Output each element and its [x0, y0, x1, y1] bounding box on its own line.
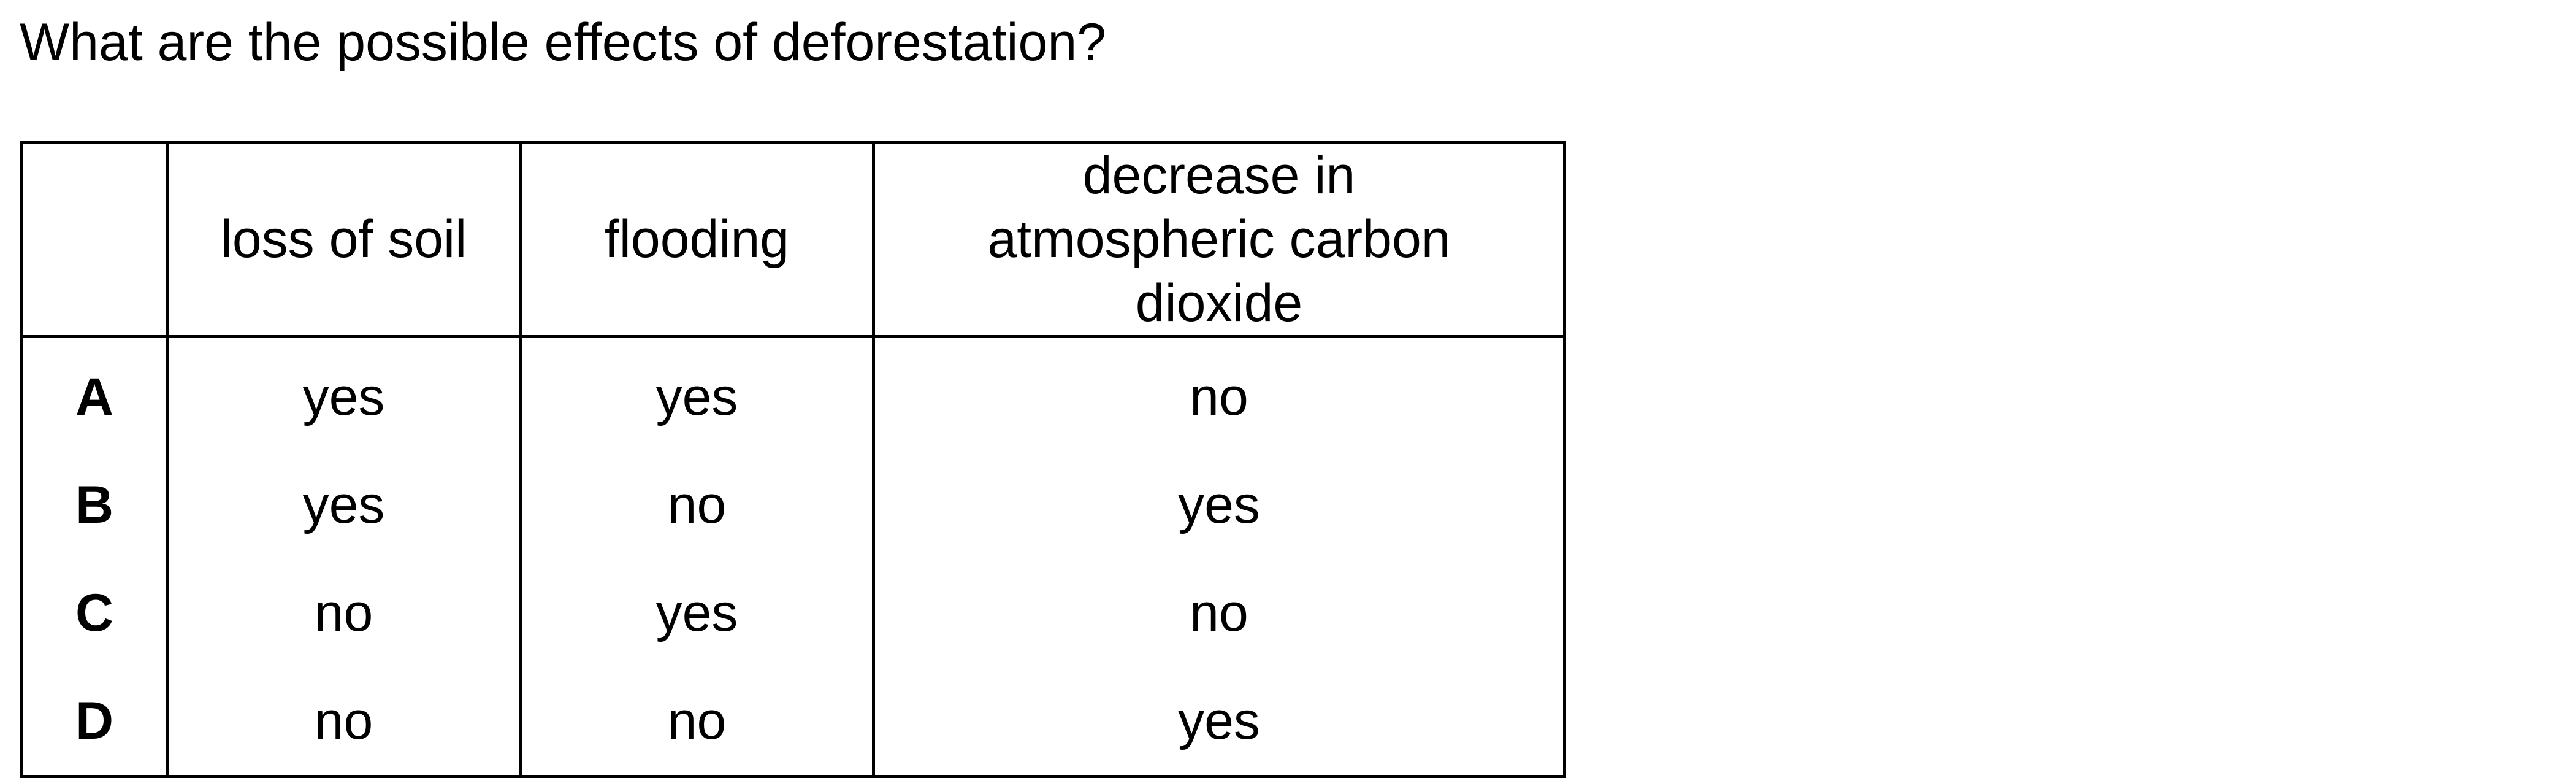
- option-letter: A: [20, 336, 169, 451]
- table-row: B yes no yes: [20, 451, 1566, 559]
- table-row: C no yes no: [20, 559, 1566, 667]
- table-header-row: loss of soil flooding decrease in atmosp…: [20, 141, 1566, 338]
- table-row: A yes yes no: [20, 336, 1566, 451]
- table-cell: no: [519, 667, 875, 778]
- header-decrease-co2-label: decrease in atmospheric carbon dioxide: [987, 146, 1451, 333]
- header-loss-of-soil: loss of soil: [166, 141, 522, 338]
- table-cell: yes: [519, 559, 875, 667]
- table-cell: no: [166, 559, 522, 667]
- question-text: What are the possible effects of defores…: [20, 13, 1107, 72]
- table-cell: yes: [872, 451, 1566, 559]
- option-letter: B: [20, 451, 169, 559]
- table-cell: no: [872, 336, 1566, 451]
- table-cell: no: [166, 667, 522, 778]
- header-decrease-co2: decrease in atmospheric carbon dioxide: [872, 141, 1566, 338]
- table-cell: yes: [872, 667, 1566, 778]
- table-cell: yes: [166, 451, 522, 559]
- table-cell: no: [519, 451, 875, 559]
- table-cell: yes: [166, 336, 522, 451]
- answer-options-table: loss of soil flooding decrease in atmosp…: [20, 141, 1566, 778]
- header-blank: [20, 141, 169, 338]
- option-letter: C: [20, 559, 169, 667]
- header-flooding: flooding: [519, 141, 875, 338]
- table-cell: yes: [519, 336, 875, 451]
- option-letter: D: [20, 667, 169, 778]
- table-cell: no: [872, 559, 1566, 667]
- table-row: D no no yes: [20, 667, 1566, 778]
